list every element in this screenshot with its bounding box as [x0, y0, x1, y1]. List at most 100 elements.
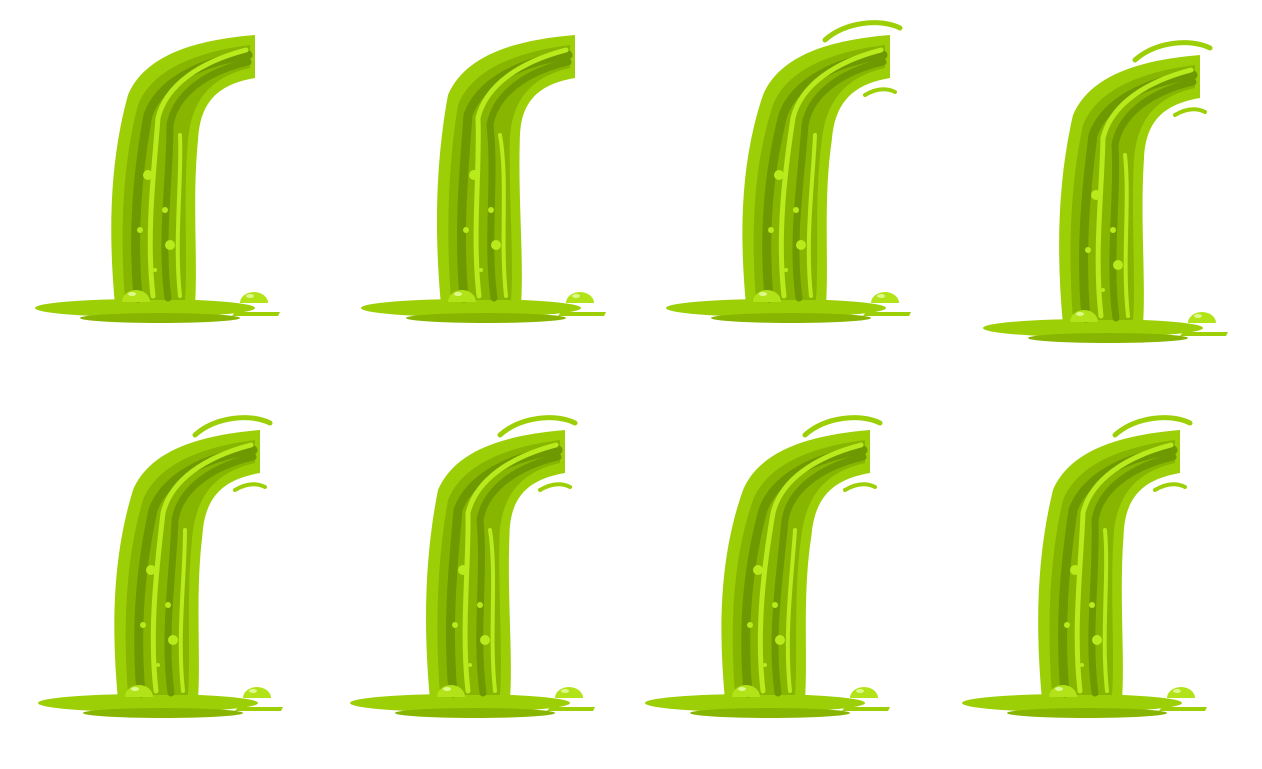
slime-inner-bubble: [162, 207, 168, 213]
slime-bubble-shine: [443, 687, 451, 691]
slime-inner-bubble: [452, 622, 458, 628]
slime-inner-bubble: [165, 240, 175, 250]
slime-frame-6: [330, 395, 640, 769]
slime-inner-bubble: [156, 663, 160, 667]
slime-strand-highlight: [473, 47, 569, 299]
slime-drip: [547, 707, 595, 711]
slime-drip: [232, 312, 280, 316]
slime-bubble: [1188, 312, 1216, 323]
slime-inner-bubble: [1070, 565, 1080, 575]
slime-bubble-shine: [131, 687, 139, 691]
slime-puddle: [645, 694, 865, 712]
slime-puddle-shadow: [83, 708, 243, 718]
slime-strand-highlight: [175, 133, 183, 298]
slime-splash-drip: [233, 482, 267, 492]
slime-strand-dark: [1088, 453, 1177, 697]
slime-inner-bubble: [1085, 247, 1091, 253]
slime-strand-dark: [164, 453, 257, 697]
slime-bubble-shine: [246, 294, 254, 298]
slime-bubble: [850, 687, 878, 698]
slime-frame-4: [965, 20, 1262, 394]
slime-puddle-shadow: [690, 708, 850, 718]
slime-frame-1: [20, 0, 330, 374]
slime-puddle: [350, 694, 570, 712]
slime-puddle-shadow: [1007, 708, 1167, 718]
slime-inner-bubble: [143, 170, 153, 180]
slime-puddle: [962, 694, 1182, 712]
slime-puddle-shadow: [711, 313, 871, 323]
slime-inner-bubble: [1091, 190, 1101, 200]
slime-inner-bubble: [463, 227, 469, 233]
slime-frame-5: [25, 395, 335, 769]
slime-strand-highlight: [1123, 153, 1130, 318]
slime-drip: [558, 312, 606, 316]
slime-strand-highlight: [778, 47, 884, 299]
slime-inner-bubble: [1092, 635, 1102, 645]
slime-splash-arc: [1112, 415, 1193, 438]
slime-bubble: [555, 687, 583, 698]
slime-stream-body: [437, 440, 560, 695]
slime-inner-bubble: [153, 268, 157, 272]
slime-drip: [863, 312, 911, 316]
slime-splash-drip: [1173, 107, 1207, 117]
slime-splash-drip: [1153, 482, 1187, 492]
slime-strand-highlight: [1074, 442, 1174, 694]
slime-inner-bubble: [763, 663, 767, 667]
slime-strand-highlight: [150, 442, 254, 694]
slime-puddle: [361, 299, 581, 317]
slime-inner-bubble: [488, 207, 494, 213]
slime-puddle: [35, 299, 255, 317]
slime-puddle-shadow: [1028, 333, 1188, 343]
slime-strand-dark: [486, 58, 572, 302]
slime-bubble: [566, 292, 594, 303]
slime-splash-drip: [863, 87, 897, 97]
slime-inner-bubble: [146, 565, 156, 575]
slime-splash-arc: [802, 415, 883, 438]
slime-inner-bubble: [479, 268, 483, 272]
slime-drip: [235, 707, 283, 711]
slime-strand-highlight: [806, 133, 817, 298]
slime-inner-bubble: [772, 602, 778, 608]
slime-inner-bubble: [137, 227, 143, 233]
slime-bubble-shine: [249, 689, 257, 693]
slime-puddle: [666, 299, 886, 317]
slime-bubble: [243, 687, 271, 698]
slime-splash-arc: [497, 415, 578, 438]
slime-strand-dark: [1109, 78, 1197, 322]
slime-splash-arc: [192, 415, 273, 438]
slime-drip: [1159, 707, 1207, 711]
slime-splash-arc: [1132, 40, 1213, 63]
slime-inner-bubble: [168, 635, 178, 645]
slime-inner-bubble: [784, 268, 788, 272]
slime-puddle-shadow: [395, 708, 555, 718]
slime-inner-bubble: [774, 170, 784, 180]
slime-strand-highlight: [147, 47, 249, 299]
slime-bubble-shine: [1055, 687, 1063, 691]
slime-puddle: [38, 694, 258, 712]
slime-inner-bubble: [1080, 663, 1084, 667]
slime-bubble-shine: [877, 294, 885, 298]
slime-splash-drip: [538, 482, 572, 492]
slime-bubble-shine: [561, 689, 569, 693]
slime-bubble-shine: [1173, 689, 1181, 693]
slime-frame-8: [945, 395, 1255, 769]
slime-inner-bubble: [775, 635, 785, 645]
slime-frame-7: [635, 395, 945, 769]
slime-frame-2: [340, 0, 650, 374]
slime-inner-bubble: [1101, 288, 1105, 292]
slime-puddle-shadow: [406, 313, 566, 323]
slime-inner-bubble: [165, 602, 171, 608]
slime-strand-dark: [476, 453, 562, 697]
slime-strand-highlight: [178, 528, 187, 693]
slime-inner-bubble: [1064, 622, 1070, 628]
slime-bubble-shine: [856, 689, 864, 693]
slime-bubble-shine: [1194, 314, 1202, 318]
slime-inner-bubble: [480, 635, 490, 645]
slime-inner-bubble: [796, 240, 806, 250]
slime-strand-highlight: [757, 442, 864, 694]
slime-strand-highlight: [1095, 67, 1194, 319]
slime-inner-bubble: [747, 622, 753, 628]
slime-bubble-shine: [128, 292, 136, 296]
slime-inner-bubble: [477, 602, 483, 608]
slime-drip: [1180, 332, 1228, 336]
